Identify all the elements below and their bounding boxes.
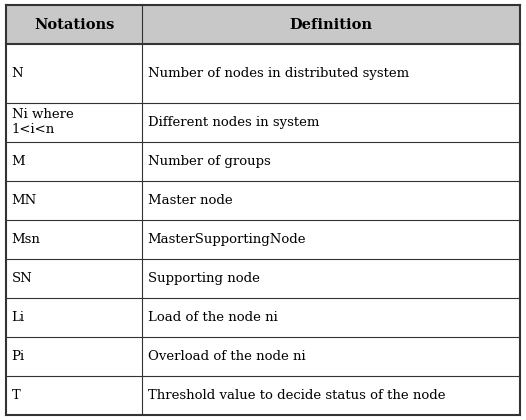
Bar (6, 220, 520, 259)
Text: Notations: Notations (34, 18, 115, 32)
Text: Msn: Msn (12, 233, 41, 246)
Bar (6, 44, 520, 102)
Bar (6, 102, 520, 142)
Bar (6, 298, 520, 337)
Text: Load of the node ni: Load of the node ni (148, 311, 277, 324)
Bar (6, 337, 520, 376)
Text: Pi: Pi (12, 350, 25, 363)
Bar (6, 376, 520, 415)
Text: SN: SN (12, 272, 32, 285)
Bar (6, 259, 520, 298)
Text: Different nodes in system: Different nodes in system (148, 116, 319, 129)
Text: Master node: Master node (148, 194, 232, 207)
Text: Number of nodes in distributed system: Number of nodes in distributed system (148, 67, 409, 80)
Text: Ni where
1<i<n: Ni where 1<i<n (12, 108, 73, 136)
Bar (6, 142, 520, 181)
Text: Threshold value to decide status of the node: Threshold value to decide status of the … (148, 389, 445, 402)
Text: T: T (12, 389, 21, 402)
Text: Supporting node: Supporting node (148, 272, 259, 285)
Text: Definition: Definition (289, 18, 372, 32)
Text: M: M (12, 155, 25, 168)
Text: Number of groups: Number of groups (148, 155, 270, 168)
Bar (6, 5, 520, 44)
Text: N: N (12, 67, 23, 80)
Text: Li: Li (12, 311, 25, 324)
Text: MN: MN (12, 194, 37, 207)
Text: MasterSupportingNode: MasterSupportingNode (148, 233, 306, 246)
Bar (6, 181, 520, 220)
Text: Overload of the node ni: Overload of the node ni (148, 350, 305, 363)
